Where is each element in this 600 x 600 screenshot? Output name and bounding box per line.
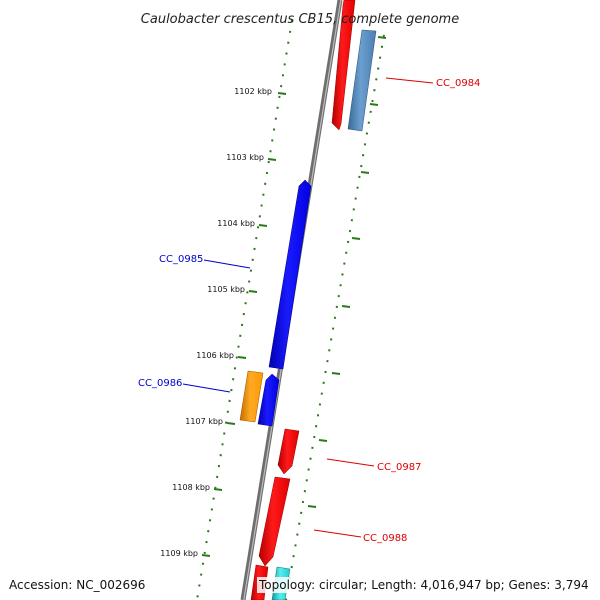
tick-label-1103: 1103 kbp (226, 153, 264, 162)
gene-cc0987[interactable] (277, 428, 300, 475)
gene-cc0988[interactable] (258, 476, 291, 567)
tick-label-1105: 1105 kbp (207, 285, 245, 294)
tick-label-1108: 1108 kbp (172, 483, 210, 492)
leader-cc0987 (326, 458, 375, 467)
map-title: Caulobacter crescentus CB15, complete ge… (141, 12, 459, 27)
leader-cc0988 (313, 529, 362, 538)
accession-text: Accession: NC_002696 (7, 577, 148, 593)
gene-label-cc0984[interactable]: CC_0984 (436, 78, 480, 89)
gene-label-cc0988[interactable]: CC_0988 (363, 533, 407, 544)
gene-label-cc0987[interactable]: CC_0987 (377, 462, 421, 473)
gene-label-cc0986[interactable]: CC_0986 (138, 378, 182, 389)
gene-cc0985[interactable] (268, 179, 312, 370)
gene-cc0984-steelblue[interactable] (347, 29, 377, 132)
outer-ticks (307, 36, 387, 508)
tick-label-1109: 1109 kbp (160, 549, 198, 558)
gene-cc0984-red[interactable] (331, 0, 356, 131)
gene-cc0986-blue[interactable] (257, 373, 280, 427)
tick-label-1107: 1107 kbp (185, 417, 223, 426)
gene-cc0986-orange[interactable] (239, 370, 264, 423)
topology-text: Topology: circular; Length: 4,016,947 bp… (257, 577, 591, 593)
outer-dotted-ring (285, 34, 385, 600)
inner-ticks (201, 92, 287, 557)
leader-cc0984 (385, 77, 434, 84)
tick-label-1102: 1102 kbp (234, 87, 272, 96)
gene-label-cc0985[interactable]: CC_0985 (159, 254, 203, 265)
tick-label-1104: 1104 kbp (217, 219, 255, 228)
leader-cc0986 (182, 383, 231, 393)
tick-label-1106: 1106 kbp (196, 351, 234, 360)
leader-cc0985 (203, 259, 251, 269)
